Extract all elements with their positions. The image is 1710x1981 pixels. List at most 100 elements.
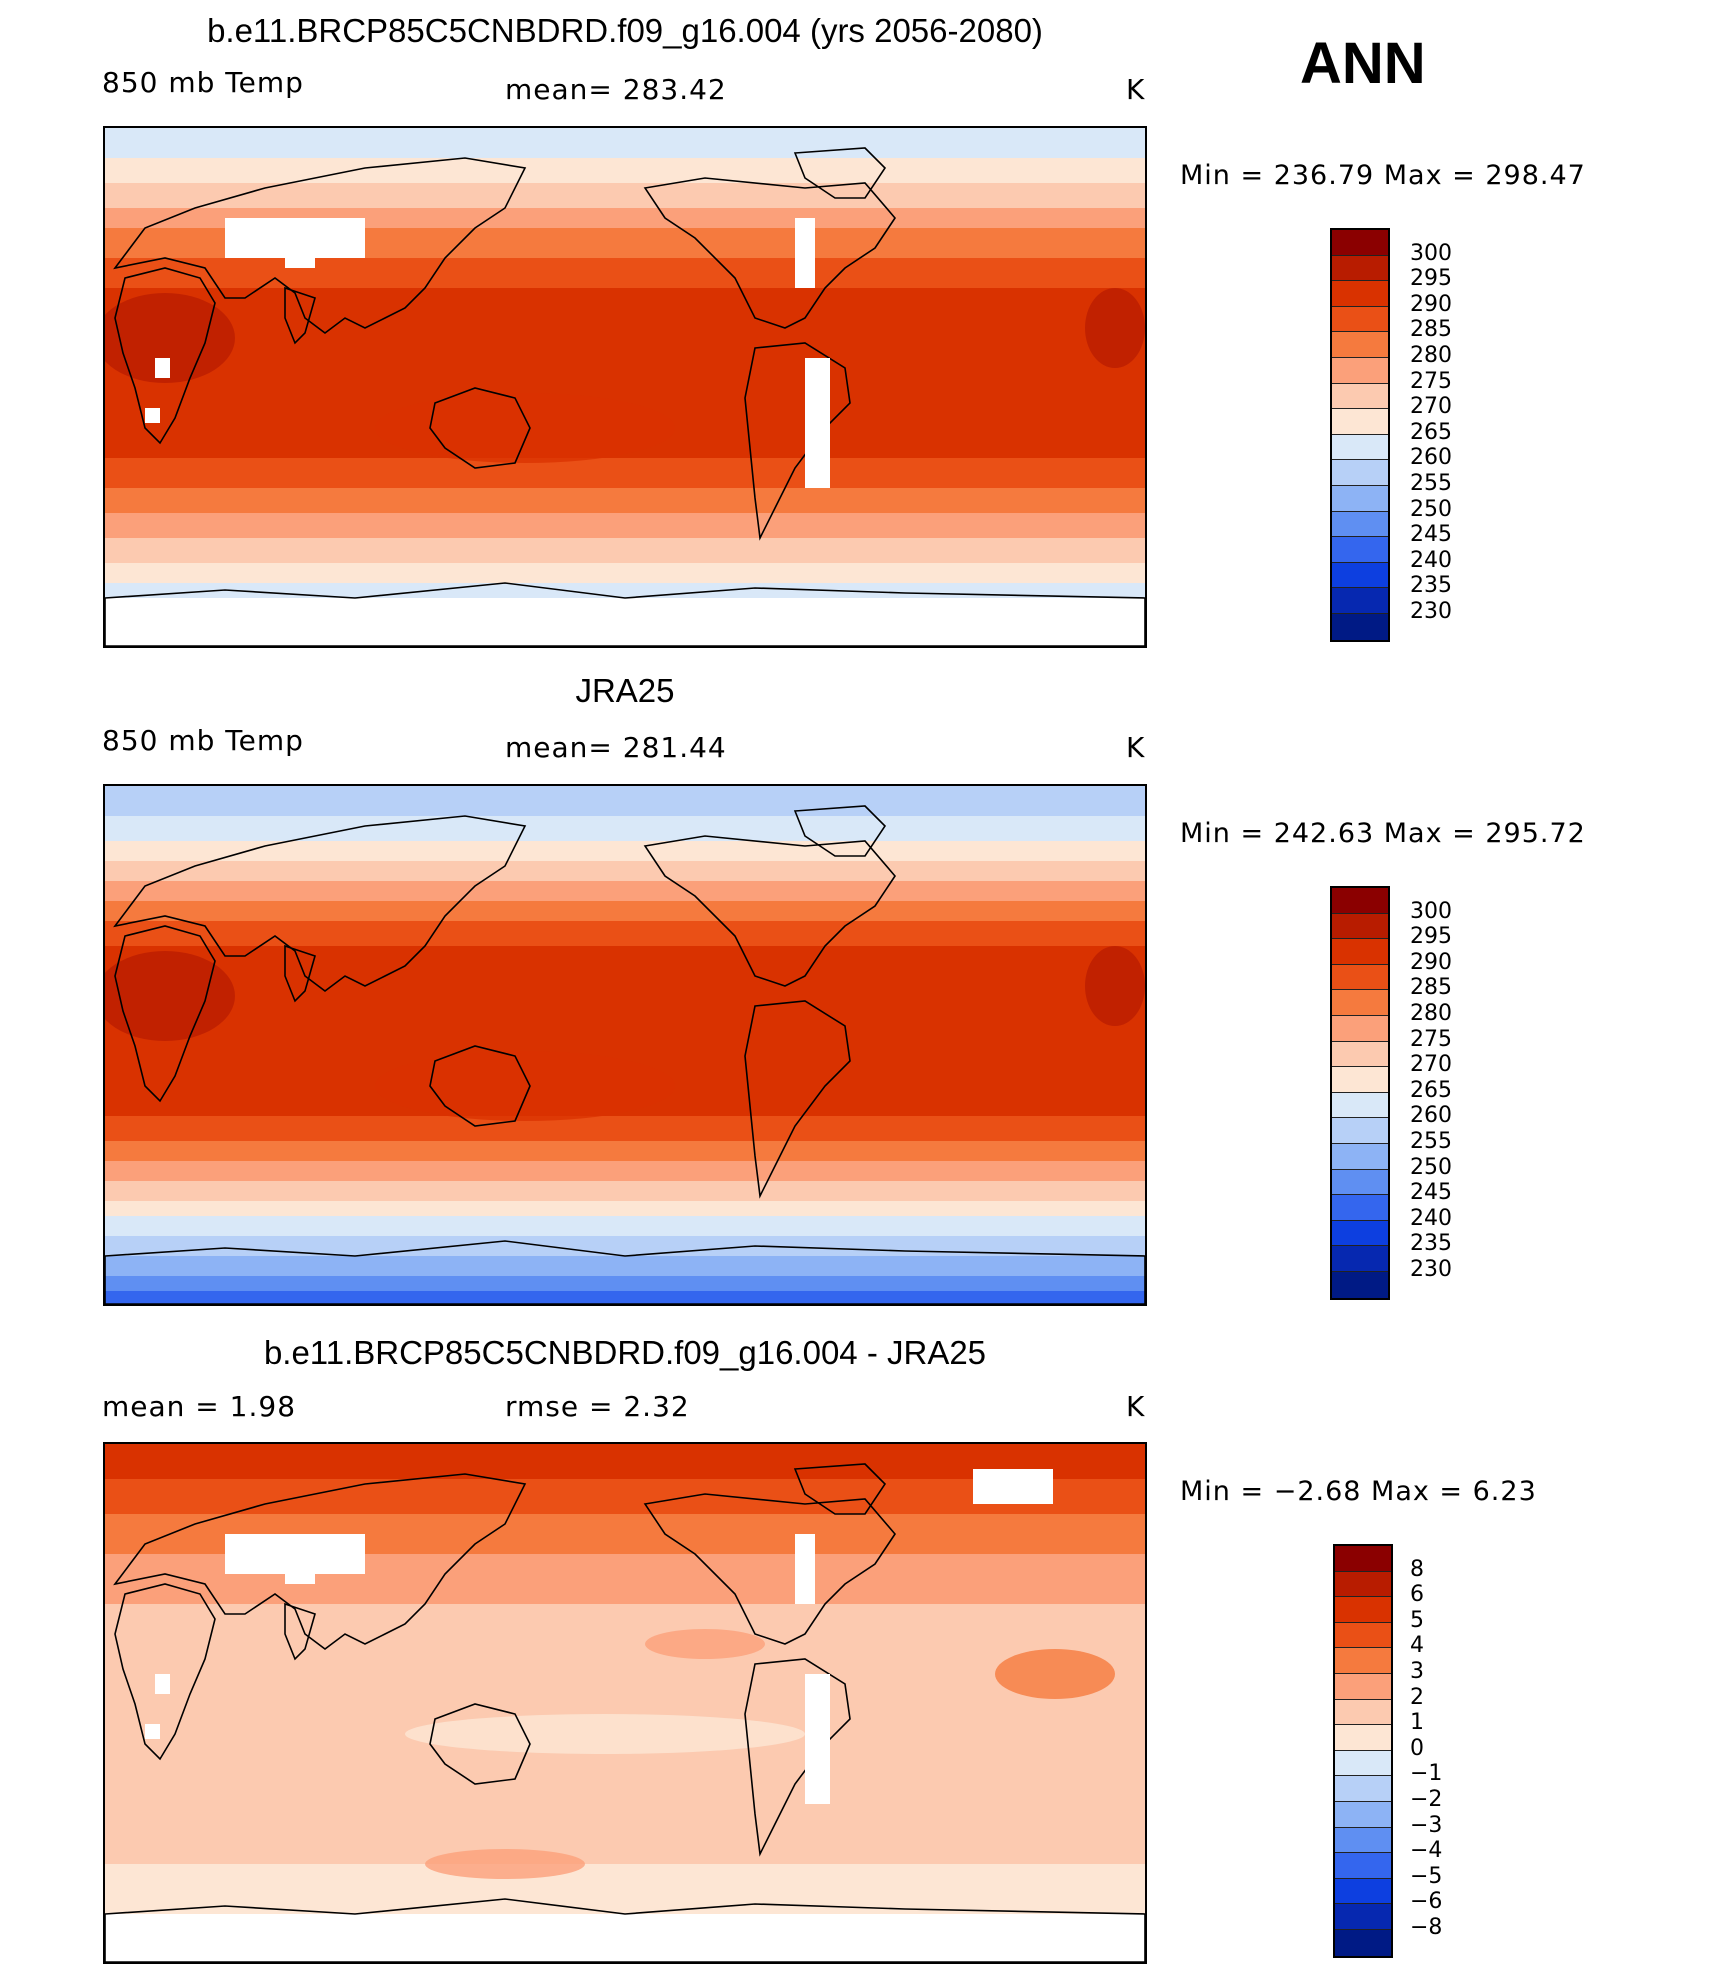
colorbar-tick-label: 255 — [1410, 1129, 1452, 1154]
colorbar-tick-label: 8 — [1410, 1556, 1424, 1582]
colorbar-tick-label: 240 — [1410, 547, 1452, 573]
map-field-blob — [1085, 946, 1145, 1026]
colorbar-swatch — [1332, 562, 1388, 589]
colorbar-swatch — [1332, 939, 1388, 965]
map-band — [105, 563, 1145, 583]
panel3-rmse-label: rmse = 2.32 — [505, 1390, 690, 1423]
colorbar-swatch — [1335, 1597, 1391, 1623]
colorbar-tick-label: 265 — [1410, 1077, 1452, 1103]
map-field-blob — [405, 1714, 805, 1754]
colorbar-tick-label: 2 — [1410, 1684, 1424, 1710]
colorbar-tick-label: −2 — [1410, 1787, 1443, 1812]
colorbar-tick-label: 240 — [1410, 1205, 1452, 1231]
colorbar-tick-label: 245 — [1410, 522, 1452, 548]
map-band — [105, 861, 1145, 881]
map-band — [105, 158, 1145, 183]
colorbar-tick-label: 275 — [1410, 1026, 1452, 1052]
colorbar-tick-label: 1 — [1410, 1710, 1424, 1736]
coastline — [105, 1240, 1145, 1304]
coastline — [429, 1045, 531, 1127]
panel2-minmax: Min = 242.63 Max = 295.72 — [1180, 818, 1586, 849]
colorbar-swatch — [1332, 383, 1388, 410]
masked-region — [145, 1724, 160, 1739]
masked-region — [805, 1674, 830, 1804]
panel1-variable-label: 850 mb Temp — [102, 66, 304, 99]
colorbar-tick-label: 275 — [1410, 368, 1452, 394]
map-field-blob — [425, 1849, 585, 1879]
map-band — [105, 901, 1145, 921]
colorbar-tick-label: 4 — [1410, 1633, 1424, 1659]
panel2-colorbar — [1330, 886, 1390, 1300]
coastline — [744, 342, 851, 541]
map-band — [105, 458, 1145, 488]
panel1-map — [103, 126, 1147, 648]
colorbar-swatch — [1335, 1853, 1391, 1879]
colorbar-swatch — [1332, 460, 1388, 486]
colorbar-swatch — [1332, 888, 1388, 914]
map-field-blob — [105, 951, 235, 1041]
map-band — [105, 1291, 1145, 1304]
masked-region — [155, 358, 170, 378]
map-band — [105, 1479, 1145, 1514]
map-band — [105, 1864, 1145, 1914]
colorbar-swatch — [1335, 1571, 1391, 1598]
map-field-blob — [645, 1629, 765, 1659]
masked-region — [795, 218, 815, 288]
colorbar-tick-label: 0 — [1410, 1735, 1424, 1761]
colorbar-swatch — [1335, 1673, 1391, 1700]
colorbar-swatch — [1332, 511, 1388, 538]
colorbar-swatch — [1332, 1118, 1388, 1144]
colorbar-swatch — [1332, 1195, 1388, 1221]
season-label: ANN — [1300, 31, 1426, 96]
colorbar-tick-label: 280 — [1410, 1001, 1452, 1026]
map-band — [105, 583, 1145, 598]
colorbar-swatch — [1332, 409, 1388, 435]
map-band — [105, 1181, 1145, 1201]
map-band — [105, 258, 1145, 288]
panel3-title: b.e11.BRCP85C5CNBDRD.f09_g16.004 - JRA25 — [263, 1334, 987, 1371]
colorbar-tick-label: 260 — [1410, 445, 1452, 471]
colorbar-swatch — [1335, 1699, 1391, 1726]
map-band — [105, 841, 1145, 861]
panel2-title: JRA25 — [575, 672, 675, 709]
masked-region — [795, 1534, 815, 1604]
map-field-blob — [375, 1051, 675, 1121]
masked-region — [285, 1564, 315, 1584]
coastline — [643, 1493, 897, 1645]
colorbar-tick-label: −1 — [1410, 1761, 1443, 1787]
map-band — [105, 1141, 1145, 1161]
colorbar-swatch — [1332, 255, 1388, 282]
panel3-map — [103, 1442, 1147, 1964]
colorbar-tick-label: 230 — [1410, 1257, 1452, 1282]
map-band — [105, 1276, 1145, 1291]
coastline — [105, 1898, 1145, 1962]
colorbar-tick-label: 5 — [1410, 1607, 1424, 1633]
colorbar-tick-label: 300 — [1410, 898, 1452, 924]
colorbar-tick-label: 270 — [1410, 1052, 1452, 1078]
panel2-mean-label: mean= 281.44 — [505, 731, 727, 764]
colorbar-swatch — [1335, 1929, 1391, 1956]
colorbar-swatch — [1332, 485, 1388, 512]
panel3-mean-label: mean = 1.98 — [102, 1390, 297, 1423]
colorbar-tick-label: 280 — [1410, 343, 1452, 368]
colorbar-tick-label: 3 — [1410, 1659, 1424, 1684]
colorbar-swatch — [1332, 306, 1388, 333]
colorbar-swatch — [1332, 913, 1388, 940]
coastline — [284, 1602, 316, 1661]
map-band — [105, 816, 1145, 841]
colorbar-tick-label: −4 — [1410, 1838, 1443, 1864]
colorbar-swatch — [1332, 1246, 1388, 1272]
map-band — [105, 488, 1145, 513]
coastline — [793, 147, 887, 199]
colorbar-swatch — [1332, 964, 1388, 991]
colorbar-swatch — [1332, 1220, 1388, 1247]
panel3-colorbar — [1333, 1544, 1393, 1958]
colorbar-tick-label: 6 — [1410, 1582, 1424, 1608]
colorbar-tick-label: 290 — [1410, 949, 1452, 975]
colorbar-tick-label: −6 — [1410, 1889, 1443, 1915]
colorbar-tick-label: 230 — [1410, 599, 1452, 624]
colorbar-tick-label: −8 — [1410, 1915, 1443, 1940]
colorbar-swatch — [1332, 1143, 1388, 1170]
colorbar-tick-label: 270 — [1410, 394, 1452, 420]
colorbar-swatch — [1332, 1271, 1388, 1298]
